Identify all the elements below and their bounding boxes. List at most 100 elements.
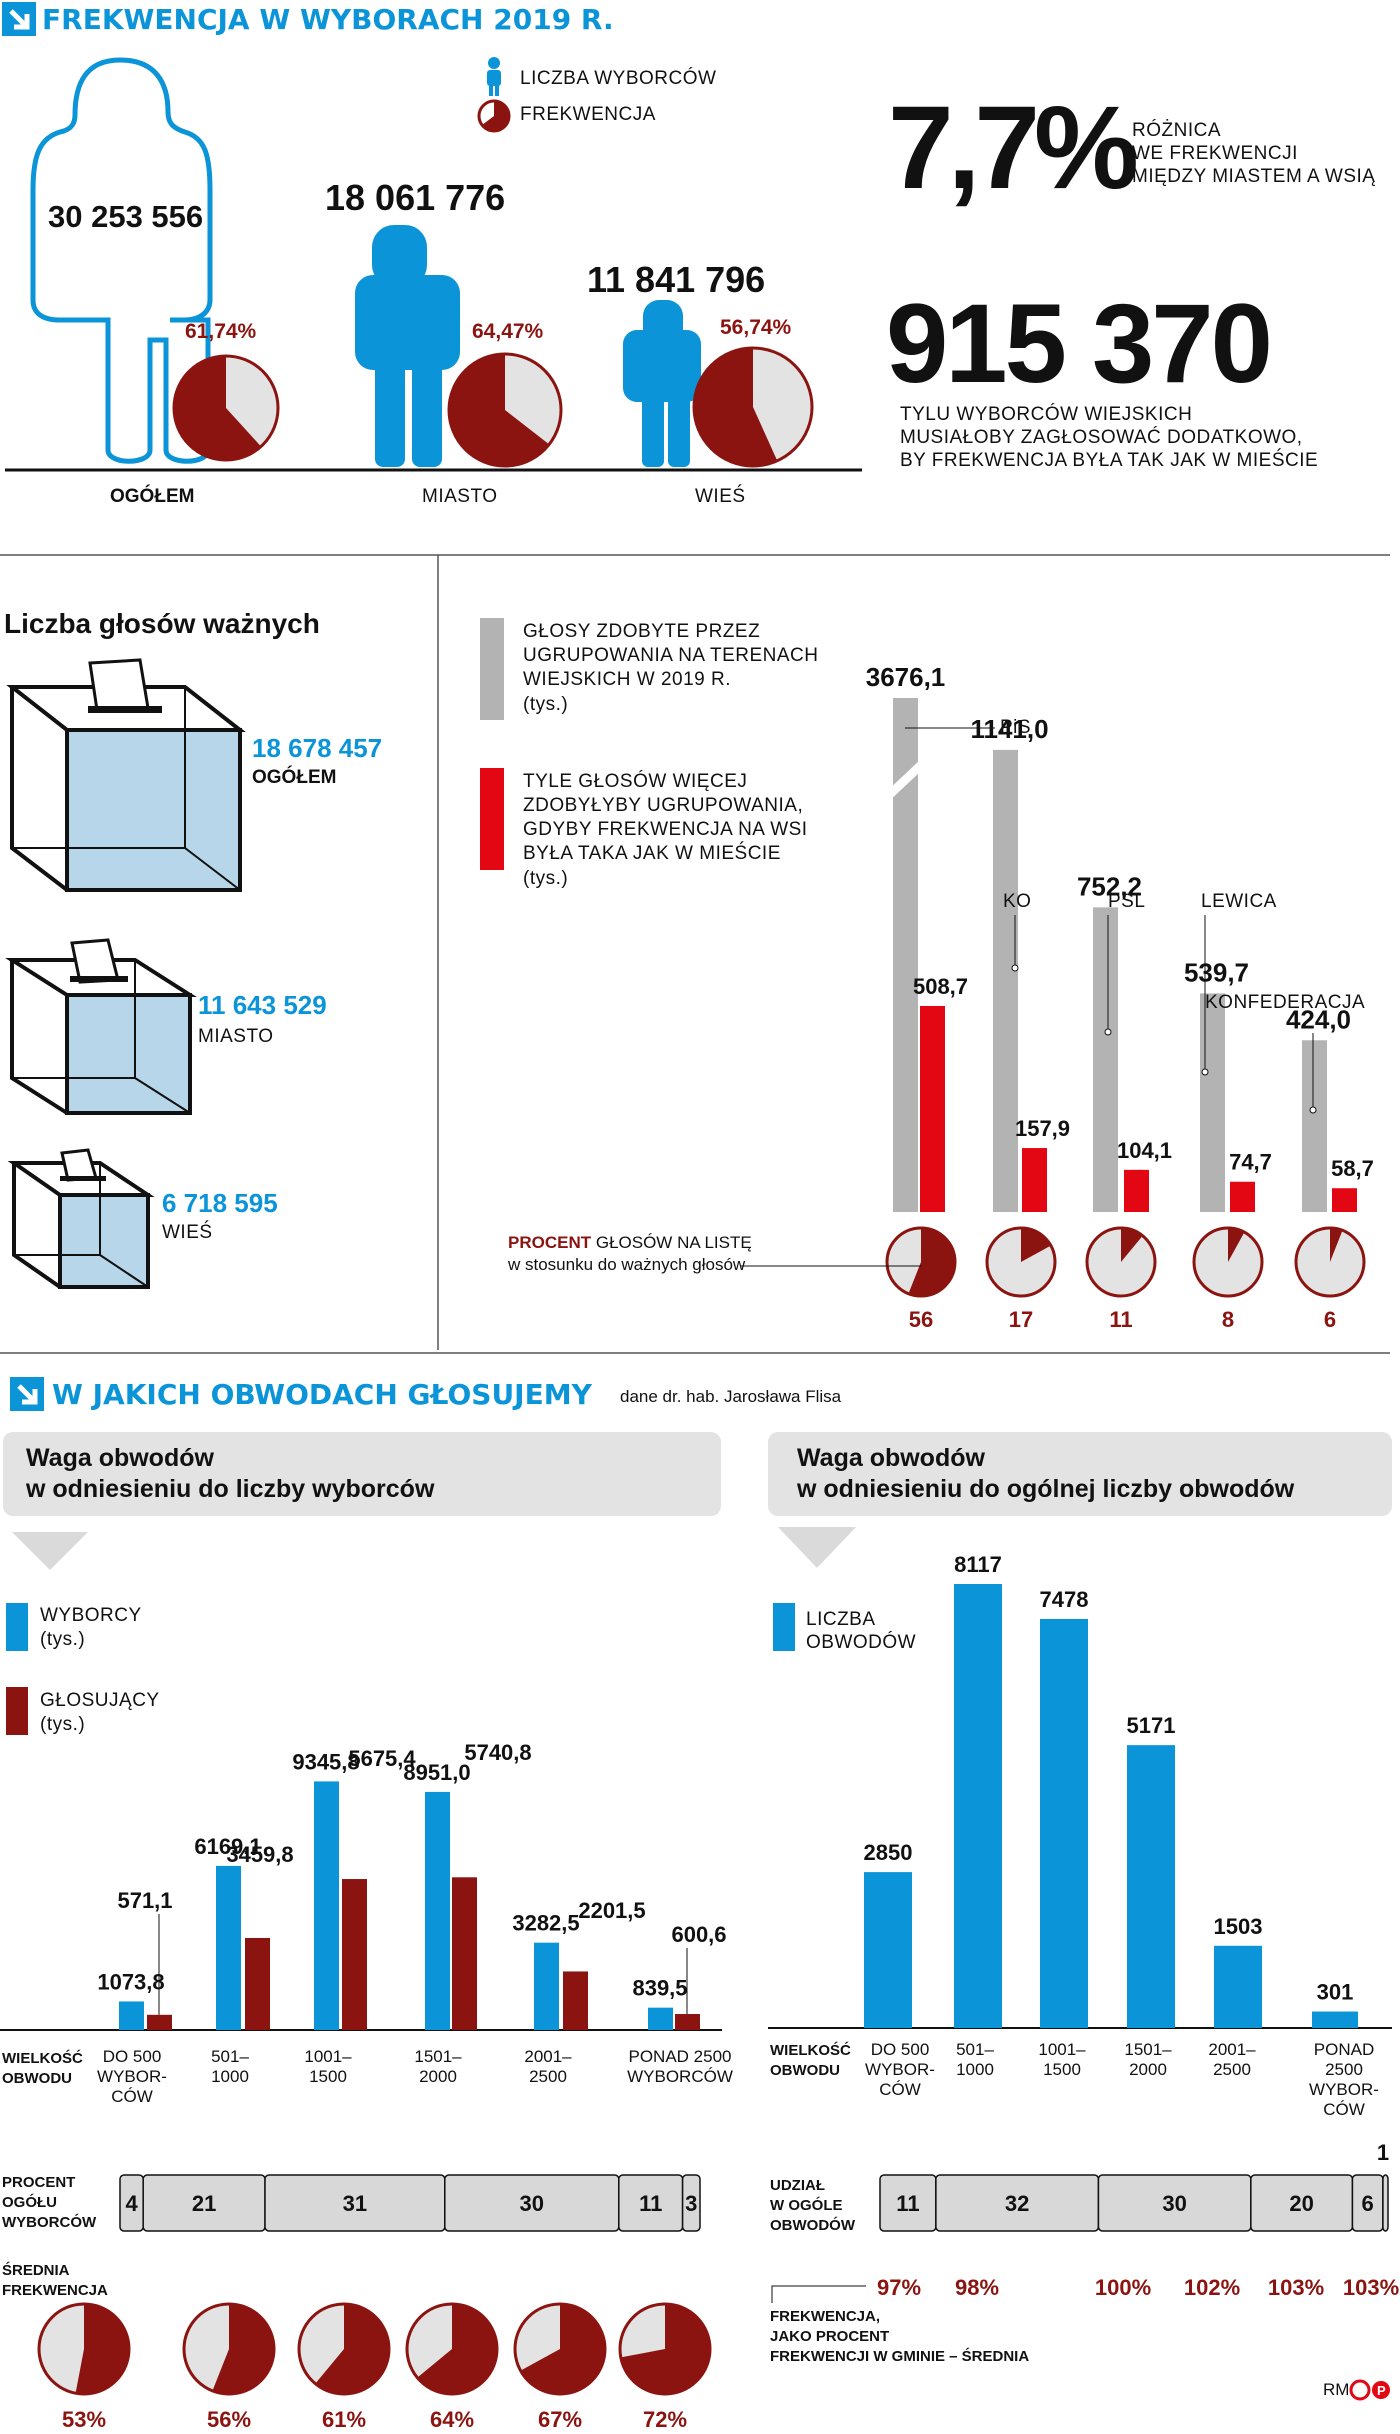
- turnout-pie-1: [447, 352, 563, 468]
- label-voters-1: 6169,1: [194, 1834, 261, 1859]
- size-label-3-0: 1501–: [414, 2047, 462, 2066]
- extra-desc-3: BY FREKWENCJA BYŁA TAK JAK W MIEŚCIE: [900, 449, 1318, 471]
- label-total: OGÓŁEM: [110, 485, 194, 507]
- right-footnote-2: JAKO PROCENT: [770, 2328, 889, 2345]
- bar-voters-0: [119, 2001, 144, 2030]
- label-voting-4: 2201,5: [578, 1898, 645, 1923]
- label-districts-4: 1503: [1214, 1914, 1263, 1939]
- bar-rural-3: [1200, 993, 1225, 1212]
- credit-author: RM: [1323, 2380, 1349, 2399]
- party-pie-pct-2: 11: [1109, 1307, 1132, 1332]
- label-extra-1: 157,9: [1015, 1116, 1070, 1141]
- ballot-box-icon: [6, 658, 246, 892]
- difference-value: 7,7%: [888, 82, 1136, 214]
- legend-red-swatch: [480, 768, 504, 870]
- arrow-down-right-icon: [2, 2, 36, 36]
- party-pie-3: [1192, 1226, 1264, 1298]
- share-label-2: 31: [343, 2191, 367, 2216]
- label-rural-3: 539,7: [1184, 957, 1249, 987]
- size-label-4-1: 2500: [529, 2067, 567, 2086]
- extra-voters-value: 915 370: [886, 281, 1270, 406]
- left-row-share-3: WYBORCÓW: [2, 2213, 97, 2231]
- rshare-label-2: 30: [1162, 2191, 1186, 2216]
- label-rural-1: 1141,0: [970, 714, 1048, 744]
- relative-turnout-0: 97%: [877, 2275, 921, 2300]
- bar-rural-2: [1093, 907, 1118, 1212]
- legend-gray-line-3: WIEJSKICH W 2019 R.: [523, 669, 731, 690]
- legend-voting-swatch: [6, 1687, 28, 1735]
- share-label-5: 3: [685, 2191, 697, 2216]
- valid-votes-title: Liczba głosów ważnych: [4, 608, 320, 639]
- label-voters-0: 1073,8: [97, 1969, 164, 1994]
- label-voters-5: 839,5: [632, 1976, 687, 2001]
- valid-total-value: 18 678 457: [252, 733, 382, 763]
- publisher-logo: P: [1349, 2379, 1390, 2401]
- rsize-label-3-1: 2000: [1129, 2060, 1167, 2079]
- left-panel-header: [3, 1432, 721, 1516]
- party-pie-0-slice: [908, 1228, 955, 1297]
- party-leader-dot-1: [1011, 964, 1019, 972]
- label-districts-3: 5171: [1127, 1713, 1176, 1738]
- rshare-label-3: 20: [1289, 2191, 1313, 2216]
- left-panel-title-1: Waga obwodów: [26, 1444, 214, 1472]
- avg-turnout-label-4: 67%: [538, 2407, 582, 2432]
- label-voting-0: 571,1: [117, 1888, 172, 1913]
- legend-districts-2: OBWODÓW: [806, 1631, 916, 1653]
- village-turnout-label: 56,74%: [720, 316, 792, 339]
- avg-turnout-pie-2: [297, 2302, 391, 2396]
- label-extra-3: 74,7: [1229, 1150, 1272, 1175]
- bar-voters-3: [425, 1791, 450, 2030]
- turnout-pie-2-slice: [694, 348, 778, 467]
- valid-city-label: MIASTO: [198, 1026, 274, 1047]
- person-village-icon: [623, 300, 701, 467]
- rshare-label-5: 1: [1377, 2140, 1389, 2165]
- section2-source: dane dr. hab. Jarosława Flisa: [620, 1387, 842, 1406]
- bar-extra-2: [1124, 1169, 1149, 1212]
- party-pie-4-slice: [1330, 1228, 1343, 1262]
- party-leader-dot-4: [1309, 1106, 1317, 1114]
- rsize-label-2-1: 1500: [1043, 2060, 1081, 2079]
- rsize-label-2-0: 1001–: [1038, 2040, 1086, 2059]
- right-row-share-3: OBWODÓW: [770, 2216, 856, 2234]
- extra-desc-1: TYLU WYBORCÓW WIEJSKICH: [900, 403, 1192, 425]
- party-name-3: LEWICA: [1201, 891, 1277, 912]
- party-pie-2: [1085, 1226, 1157, 1298]
- relative-turnout-3: 102%: [1184, 2275, 1240, 2300]
- arrow-down-right-icon: [10, 1377, 44, 1411]
- bar-voting-0: [147, 2014, 172, 2030]
- label-voters-3: 8951,0: [403, 1760, 470, 1785]
- label-city: MIASTO: [422, 486, 498, 507]
- bar-districts-1: [954, 1584, 1002, 2028]
- legend-voters-1: WYBORCY: [40, 1605, 142, 1626]
- bar-extra-3: [1230, 1181, 1255, 1212]
- right-row-share-2: W OGÓLE: [770, 2196, 843, 2214]
- rsize-label-5-0: PONAD: [1314, 2040, 1374, 2059]
- legend-turnout-label: FREKWENCJA: [520, 104, 656, 125]
- avg-turnout-pie-3: [405, 2302, 499, 2396]
- left-row-share-2: OGÓŁU: [2, 2193, 57, 2211]
- party-pie-1: [985, 1226, 1057, 1298]
- relative-turnout-2: 100%: [1095, 2275, 1151, 2300]
- valid-city-value: 11 643 529: [198, 990, 327, 1020]
- rsize-label-5-2: WYBOR-: [1309, 2080, 1379, 2099]
- share-label-3: 30: [520, 2191, 544, 2216]
- legend-gray-line-1: GŁOSY ZDOBYTE PRZEZ: [523, 621, 760, 642]
- pie-label-bold: PROCENT: [508, 1233, 592, 1252]
- bar-districts-3: [1127, 1745, 1175, 2028]
- avg-turnout-pie-0-slice: [75, 2304, 129, 2394]
- label-voters-2: 9345,8: [292, 1749, 359, 1774]
- avg-turnout-label-0: 53%: [62, 2407, 106, 2432]
- left-row-turnout-2: FREKWENCJA: [2, 2282, 108, 2299]
- size-label-2-1: 1500: [309, 2067, 347, 2086]
- bar-voters-4: [534, 1942, 559, 2030]
- left-row-size-1: WIELKOŚĆ: [2, 2049, 83, 2067]
- pie-label-rest: GŁOSÓW NA LISTĘ: [591, 1233, 752, 1252]
- label-extra-4: 58,7: [1331, 1156, 1374, 1181]
- label-districts-2: 7478: [1040, 1587, 1089, 1612]
- pie-label: PROCENT GŁOSÓW NA LISTĘ: [508, 1233, 752, 1252]
- rshare-label-1: 32: [1005, 2191, 1029, 2216]
- right-panel-title-1: Waga obwodów: [797, 1444, 985, 1472]
- size-label-1-1: 1000: [211, 2067, 249, 2086]
- bar-voters-1: [216, 1865, 241, 2030]
